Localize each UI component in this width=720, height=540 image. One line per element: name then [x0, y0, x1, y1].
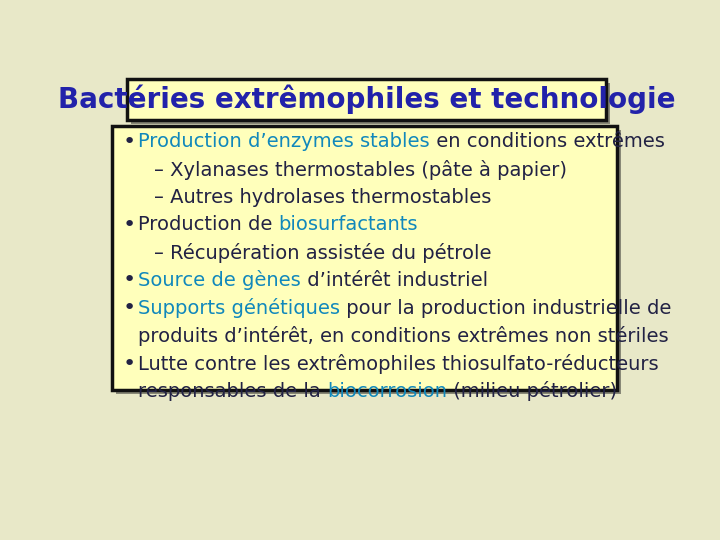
Text: •: •: [122, 132, 136, 152]
FancyBboxPatch shape: [112, 126, 617, 390]
Text: – Autres hydrolases thermostables: – Autres hydrolases thermostables: [153, 188, 491, 207]
Text: biocorrosion: biocorrosion: [327, 382, 447, 401]
Text: Lutte contre les extrêmophiles thiosulfato-réducteurs: Lutte contre les extrêmophiles thiosulfa…: [138, 354, 659, 374]
Text: Bactéries extrêmophiles et technologie: Bactéries extrêmophiles et technologie: [58, 85, 675, 114]
Text: produits d’intérêt, en conditions extrêmes non stériles: produits d’intérêt, en conditions extrêm…: [138, 326, 669, 346]
Text: Supports génétiques: Supports génétiques: [138, 298, 340, 318]
Text: en conditions extrêmes: en conditions extrêmes: [430, 132, 665, 151]
FancyBboxPatch shape: [131, 83, 610, 124]
Text: Production de: Production de: [138, 215, 279, 234]
FancyBboxPatch shape: [116, 130, 621, 394]
Text: Production d’enzymes stables: Production d’enzymes stables: [138, 132, 430, 151]
Text: d’intérêt industriel: d’intérêt industriel: [301, 271, 488, 290]
Text: pour la production industrielle de: pour la production industrielle de: [340, 299, 672, 318]
Text: – Récupération assistée du pétrole: – Récupération assistée du pétrole: [153, 242, 491, 262]
Text: •: •: [122, 354, 136, 374]
Text: responsables de la: responsables de la: [138, 382, 327, 401]
Text: (milieu pétrolier): (milieu pétrolier): [447, 381, 617, 401]
Text: •: •: [122, 271, 136, 291]
Text: •: •: [122, 298, 136, 318]
Text: Source de gènes: Source de gènes: [138, 271, 301, 291]
Text: biosurfactants: biosurfactants: [279, 215, 418, 234]
FancyBboxPatch shape: [127, 79, 606, 120]
Text: •: •: [122, 215, 136, 235]
Text: – Xylanases thermostables (pâte à papier): – Xylanases thermostables (pâte à papier…: [153, 159, 567, 179]
